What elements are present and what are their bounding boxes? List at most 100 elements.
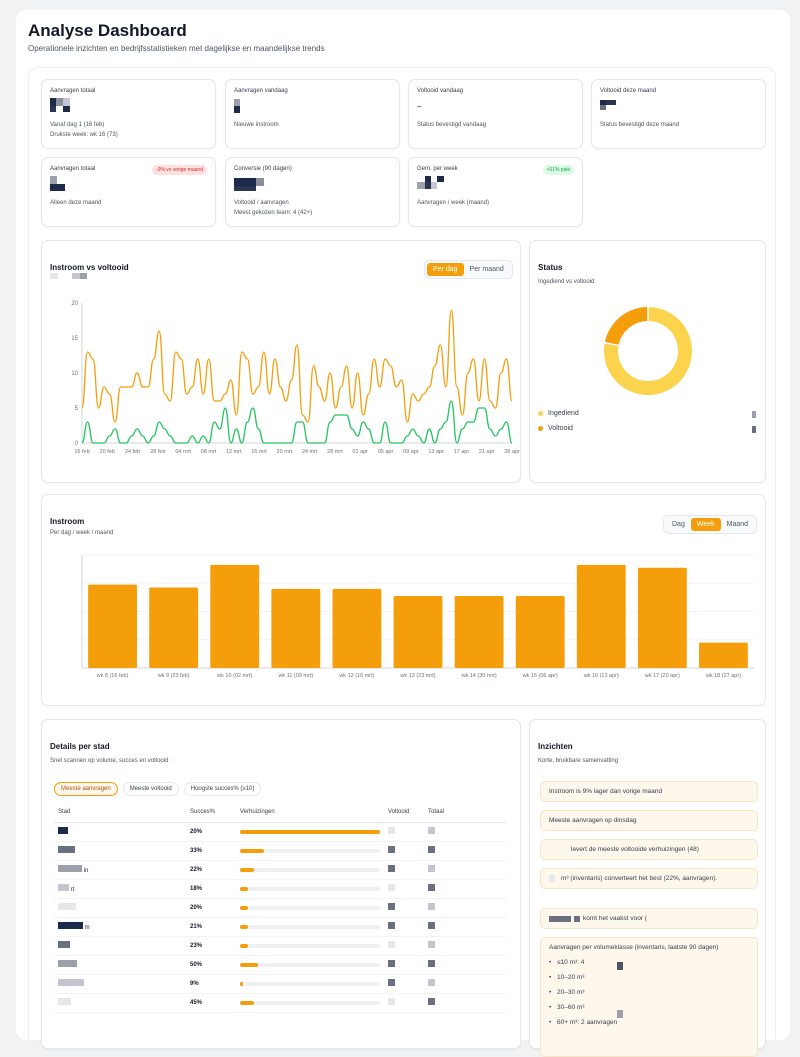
redacted-value <box>428 922 435 929</box>
moves-bar-fill <box>240 943 249 948</box>
status-card: Status Ingediend vs voltooid Ingediend V… <box>529 240 766 483</box>
completed-cell <box>388 993 428 1013</box>
completed-cell <box>388 974 428 994</box>
bar[interactable] <box>637 567 687 668</box>
table-row[interactable]: rt 18% <box>54 879 506 899</box>
column-header-city[interactable]: Stad <box>54 803 190 823</box>
x-tick-label: 13 apr <box>428 449 444 455</box>
tab-week[interactable]: Week <box>690 518 721 531</box>
donut-slice-ingediend[interactable] <box>604 307 692 395</box>
success-cell: 9% <box>190 974 240 994</box>
bar[interactable] <box>454 595 504 668</box>
insights-title: Inzichten <box>538 742 573 751</box>
city-cell <box>54 974 190 994</box>
tab-per-month[interactable]: Per maand <box>469 266 504 273</box>
tab-per-day[interactable]: Per dag <box>427 263 464 276</box>
redacted-value <box>428 884 435 891</box>
redacted-value <box>388 960 395 967</box>
bar[interactable] <box>149 587 199 668</box>
redacted-value <box>388 979 395 986</box>
kpi-card-month-total: Aanvragen totaal -9% vs vorige maand All… <box>41 157 216 227</box>
bar-chart-period-toggle: Dag Week Maand <box>663 515 758 534</box>
bar[interactable] <box>271 588 321 668</box>
table-row[interactable]: 20% <box>54 822 506 842</box>
dashboard-content: Aanvragen totaal Vanaf dag 1 (16 feb) Dr… <box>28 67 776 1057</box>
chip-most-requests[interactable]: Meeste aanvragen <box>54 782 118 796</box>
total-cell <box>428 879 506 899</box>
instroom-bar-card: Instroom Per dag / week / maand Dag Week… <box>41 494 766 706</box>
page-subtitle: Operationele inzichten en bedrijfsstatis… <box>28 44 325 53</box>
tab-day[interactable]: Dag <box>672 521 685 528</box>
x-tick-label: wk 12 (16 mrt) <box>338 673 374 679</box>
table-row[interactable]: 9% <box>54 974 506 994</box>
moves-bar <box>240 867 380 872</box>
column-header-success[interactable]: Succes% <box>190 803 240 823</box>
x-tick-label: wk 11 (09 mrt) <box>277 673 313 679</box>
moves-bar-fill <box>240 905 249 910</box>
moves-bar <box>240 962 380 967</box>
success-cell: 23% <box>190 936 240 956</box>
redacted-value <box>428 941 435 948</box>
bar[interactable] <box>210 564 260 668</box>
redacted-city <box>58 998 71 1005</box>
moves-bar <box>240 829 380 834</box>
city-name-suffix: rt <box>70 887 75 893</box>
insight-text: levert de meeste voltooide verhuizingen … <box>571 846 699 853</box>
series-line-inflow <box>81 309 513 423</box>
total-cell <box>428 860 506 880</box>
city-cell: m <box>54 917 190 937</box>
list-item: ≤10 m³: 4 <box>549 959 749 966</box>
total-cell <box>428 917 506 937</box>
bar[interactable] <box>699 642 748 668</box>
bar[interactable] <box>393 595 443 668</box>
kpi-note: Alleen deze maand <box>50 200 102 206</box>
table-row[interactable]: 23% <box>54 936 506 956</box>
redacted-city <box>58 922 83 929</box>
insight-item: Meeste aanvragen op dinsdag <box>540 810 758 831</box>
insight-text: m³ (inventaris) converteert het best (22… <box>561 875 718 882</box>
column-header-total[interactable]: Totaal <box>428 803 506 823</box>
bar[interactable] <box>515 595 565 668</box>
column-header-moves[interactable]: Verhuizingen <box>240 803 388 823</box>
chip-highest-success[interactable]: Hoogste succes% (≥10) <box>183 782 262 796</box>
legend-value-redacted <box>752 426 756 433</box>
legend-label: Voltooid <box>548 425 573 432</box>
list-item: 10–20 m³ <box>549 974 749 981</box>
insight-item: m³ (inventaris) converteert het best (22… <box>540 868 758 889</box>
donut-slice-voltooid[interactable] <box>604 307 648 345</box>
bar[interactable] <box>88 584 137 668</box>
total-cell <box>428 898 506 918</box>
bar[interactable] <box>332 588 382 668</box>
column-header-completed[interactable]: Voltooid <box>388 803 428 823</box>
success-cell: 21% <box>190 917 240 937</box>
x-tick-label: wk 14 (30 mrt) <box>461 673 497 679</box>
bar[interactable] <box>576 564 626 668</box>
insights-card: Inzichten Korte, bruikbare samenvatting … <box>529 719 766 1057</box>
kpi-label: Voltooid vandaag <box>417 88 464 94</box>
y-tick-label: 20 <box>71 301 78 307</box>
chip-most-completed[interactable]: Meeste voltooid <box>122 782 179 796</box>
table-row[interactable]: m 21% <box>54 917 506 937</box>
table-row[interactable]: 33% <box>54 841 506 861</box>
redacted-value <box>388 998 395 1005</box>
redacted-value <box>388 865 395 872</box>
table-row[interactable]: 50% <box>54 955 506 975</box>
table-row[interactable]: 45% <box>54 993 506 1013</box>
list-item: 30–60 m³ <box>549 1004 749 1011</box>
tab-month[interactable]: Maand <box>726 521 749 528</box>
x-tick-label: 08 mrt <box>201 449 217 455</box>
moves-cell <box>240 898 388 918</box>
moves-cell <box>240 993 388 1013</box>
moves-cell <box>240 860 388 880</box>
redacted-city <box>58 865 82 872</box>
line-chart-card: Instroom vs voltooid Per dag Per maand 0… <box>41 240 521 483</box>
city-name-suffix: in <box>83 868 89 874</box>
redacted-value <box>428 827 435 834</box>
x-tick-label: wk 10 (02 mrt) <box>216 673 252 679</box>
status-subtitle: Ingediend vs voltooid <box>538 279 595 285</box>
redacted-value <box>388 903 395 910</box>
kpi-card-total: Aanvragen totaal Vanaf dag 1 (16 feb) Dr… <box>41 79 216 149</box>
table-row[interactable]: 20% <box>54 898 506 918</box>
redacted-value <box>388 922 395 929</box>
table-row[interactable]: in 22% <box>54 860 506 880</box>
